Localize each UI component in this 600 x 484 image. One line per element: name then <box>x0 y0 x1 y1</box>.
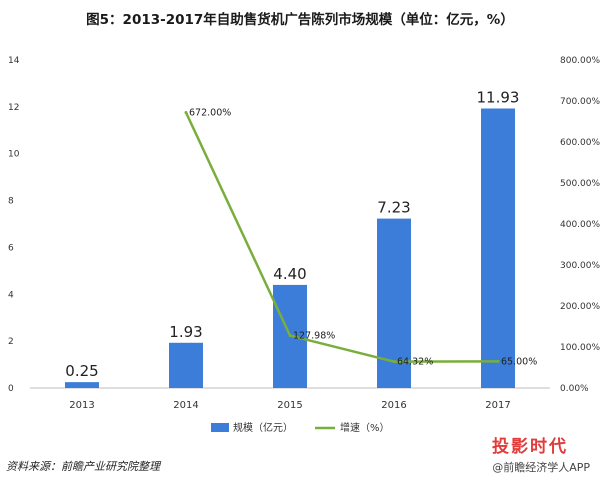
right-axis-ticks: 0.00% 100.00% 200.00% 300.00% 400.00% 500.00%… <box>560 56 600 394</box>
line-data-label: 64.32% <box>397 357 433 368</box>
x-axis-ticks: 2013 2014 2015 2016 2017 <box>69 400 510 411</box>
line-data-labels: 672.00% 127.98% 64.32% 65.00% <box>189 107 537 367</box>
right-axis-tick-label: 700.00% <box>560 97 600 107</box>
line-data-label: 127.98% <box>293 331 335 342</box>
x-axis-tick-label: 2017 <box>485 400 510 411</box>
legend: 规模（亿元） 增速（%） <box>211 421 390 434</box>
right-axis-tick-label: 100.00% <box>560 343 600 353</box>
bar <box>481 108 515 389</box>
right-axis-tick-label: 300.00% <box>560 261 600 271</box>
left-axis-tick-label: 12 <box>8 103 19 113</box>
bar-data-label: 4.40 <box>273 265 306 283</box>
right-axis-tick-label: 400.00% <box>560 220 600 230</box>
growth-line <box>184 111 499 363</box>
line-point <box>392 360 396 364</box>
right-axis-tick-label: 800.00% <box>560 56 600 66</box>
x-axis-tick-label: 2014 <box>173 400 198 411</box>
bar-data-label: 1.93 <box>169 323 202 341</box>
brand-account: @前瞻经济学人APP <box>492 461 590 474</box>
left-axis-tick-label: 4 <box>8 290 14 300</box>
bar-data-label: 7.23 <box>377 199 410 217</box>
left-axis-tick-label: 2 <box>8 337 14 347</box>
left-axis-tick-label: 8 <box>8 197 14 207</box>
source-note: 资料来源：前瞻产业研究院整理 <box>6 460 160 473</box>
legend-bar-label: 规模（亿元） <box>233 421 293 434</box>
x-axis-tick-label: 2015 <box>277 400 302 411</box>
x-axis-tick-label: 2013 <box>69 400 94 411</box>
chart-title: 图5：2013-2017年自助售货机广告陈列市场规模（单位：亿元，%） <box>86 12 514 28</box>
left-axis-ticks: 0 2 4 6 8 10 12 14 <box>8 56 20 394</box>
legend-line-label: 增速（%） <box>340 421 390 434</box>
left-axis-tick-label: 14 <box>8 56 20 66</box>
right-axis-tick-label: 500.00% <box>560 179 600 189</box>
line-data-label: 65.00% <box>501 356 537 367</box>
bar-data-label: 0.25 <box>65 362 98 380</box>
left-axis-tick-label: 6 <box>8 243 14 253</box>
bar <box>169 342 203 388</box>
bar-data-labels: 0.25 1.93 4.40 7.23 11.93 <box>65 88 519 380</box>
x-axis-tick-label: 2016 <box>381 400 406 411</box>
line-point <box>288 334 292 338</box>
line-point <box>184 110 188 114</box>
bar-series <box>65 108 515 389</box>
right-axis-tick-label: 600.00% <box>560 138 600 148</box>
bar <box>65 382 99 388</box>
line-series <box>184 110 500 364</box>
left-axis-tick-label: 10 <box>8 150 20 160</box>
left-axis-tick-label: 0 <box>8 384 14 394</box>
legend-bar-swatch <box>211 423 229 432</box>
line-data-label: 672.00% <box>189 107 231 118</box>
right-axis-tick-label: 0.00% <box>560 384 589 394</box>
brand-logo: 投影时代 @前瞻经济学人APP <box>470 432 590 475</box>
line-point <box>496 359 500 363</box>
bar-data-label: 11.93 <box>477 88 520 106</box>
right-axis-tick-label: 200.00% <box>560 302 600 312</box>
brand-logo-text: 投影时代 <box>492 437 568 457</box>
